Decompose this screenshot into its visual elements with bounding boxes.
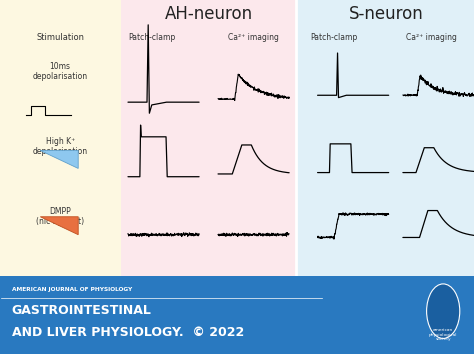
Text: Ca²⁺ imaging: Ca²⁺ imaging (406, 33, 457, 42)
Polygon shape (40, 217, 78, 235)
Text: DMPP
(nic agonist): DMPP (nic agonist) (36, 207, 84, 227)
Bar (0, 0, 121, 276)
Text: american
physiological
society: american physiological society (429, 328, 457, 341)
Text: GASTROINTESTINAL: GASTROINTESTINAL (12, 304, 152, 317)
Text: Ca²⁺ imaging: Ca²⁺ imaging (228, 33, 279, 42)
Text: AMERICAN JOURNAL OF PHYSIOLOGY: AMERICAN JOURNAL OF PHYSIOLOGY (12, 287, 132, 292)
Text: Patch-clamp: Patch-clamp (128, 33, 175, 42)
Bar (296, 0, 474, 276)
Text: S-neuron: S-neuron (349, 5, 424, 23)
Text: AND LIVER PHYSIOLOGY.  © 2022: AND LIVER PHYSIOLOGY. © 2022 (12, 326, 244, 339)
Text: High K⁺
depolarisation: High K⁺ depolarisation (33, 137, 88, 156)
Polygon shape (40, 150, 78, 169)
Text: Stimulation: Stimulation (36, 33, 84, 42)
Circle shape (427, 284, 460, 338)
Text: 10ms
depolarisation: 10ms depolarisation (33, 62, 88, 81)
Bar (121, 0, 296, 276)
Text: Patch-clamp: Patch-clamp (310, 33, 358, 42)
Text: AH-neuron: AH-neuron (164, 5, 253, 23)
